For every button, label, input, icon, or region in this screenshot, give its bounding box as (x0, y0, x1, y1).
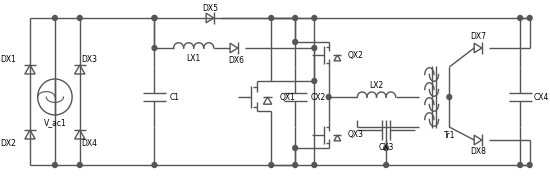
Circle shape (312, 163, 317, 168)
Circle shape (326, 94, 331, 99)
Circle shape (78, 16, 82, 21)
Circle shape (312, 45, 317, 50)
Text: Tr1: Tr1 (443, 131, 455, 140)
Circle shape (152, 45, 157, 50)
Text: DX3: DX3 (82, 54, 98, 64)
Text: C1: C1 (170, 93, 180, 102)
Circle shape (269, 163, 274, 168)
Circle shape (293, 163, 298, 168)
Circle shape (527, 163, 532, 168)
Circle shape (384, 163, 388, 168)
Text: CX3: CX3 (378, 143, 394, 153)
Circle shape (293, 16, 298, 21)
Text: V_ac1: V_ac1 (43, 119, 66, 128)
Circle shape (293, 145, 298, 151)
Circle shape (447, 94, 452, 99)
Text: DX5: DX5 (202, 4, 218, 13)
Circle shape (312, 79, 317, 84)
Circle shape (269, 16, 274, 21)
Text: LX1: LX1 (186, 53, 201, 62)
Circle shape (384, 145, 388, 151)
Text: DX6: DX6 (228, 56, 244, 65)
Circle shape (527, 16, 532, 21)
Circle shape (52, 16, 57, 21)
Circle shape (293, 39, 298, 45)
Circle shape (312, 16, 317, 21)
Circle shape (518, 163, 522, 168)
Text: DX2: DX2 (1, 140, 16, 148)
Text: LX2: LX2 (370, 80, 384, 90)
Text: QX1: QX1 (280, 93, 296, 102)
Circle shape (52, 163, 57, 168)
Text: QX3: QX3 (348, 131, 364, 140)
Circle shape (78, 163, 82, 168)
Text: CX2: CX2 (311, 93, 326, 102)
Text: CX4: CX4 (534, 93, 549, 102)
Circle shape (152, 16, 157, 21)
Text: QX2: QX2 (348, 50, 363, 59)
Circle shape (152, 16, 157, 21)
Text: DX1: DX1 (1, 54, 16, 64)
Circle shape (518, 16, 522, 21)
Text: DX7: DX7 (470, 31, 486, 41)
Text: DX8: DX8 (470, 148, 486, 157)
Text: DX4: DX4 (82, 140, 98, 148)
Circle shape (152, 163, 157, 168)
